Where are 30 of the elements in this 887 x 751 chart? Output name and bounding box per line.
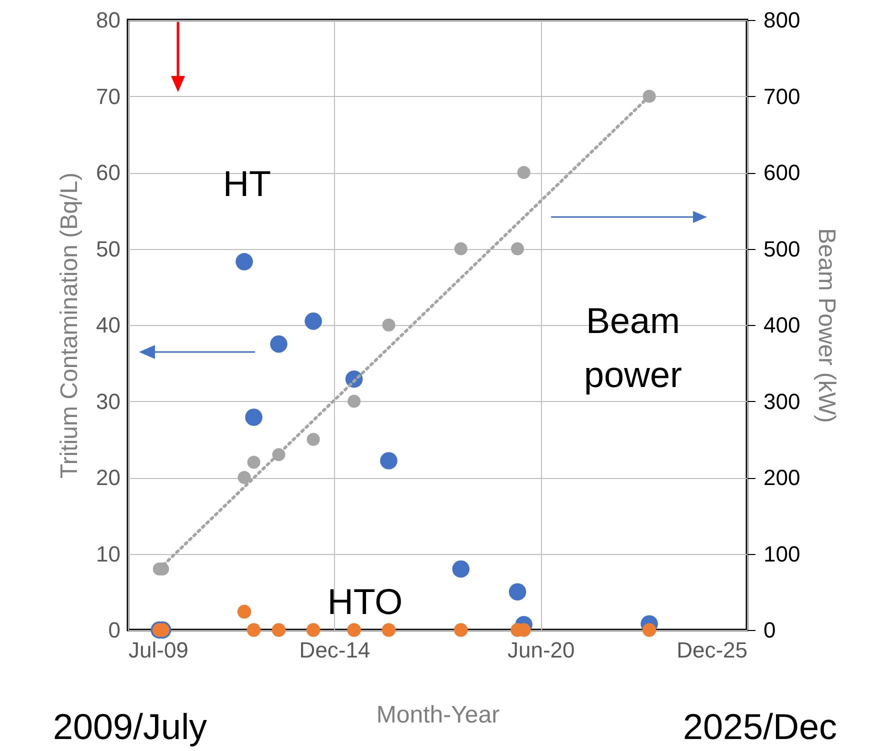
y-tick-label: 70 — [96, 84, 120, 109]
text: 2025/Dec — [682, 706, 838, 747]
y-tick-label: 60 — [96, 160, 120, 185]
x-axis-title: Month-Year — [376, 702, 500, 728]
y-tick-label: 0 — [108, 618, 120, 642]
series-label: HTO — [327, 581, 403, 622]
y2-tick-label: 0 — [764, 618, 776, 642]
y2-tick-label: 300 — [764, 388, 800, 414]
y2-tick-label: 400 — [764, 312, 800, 338]
y2-tick-label: 200 — [764, 465, 800, 490]
x-tick-label: Jun-20 — [507, 638, 575, 662]
x-tick-label: Dec-25 — [676, 638, 748, 662]
text: Beam power — [584, 300, 682, 395]
x-tick-label: Dec-14 — [299, 638, 370, 662]
y-tick-label: 40 — [96, 312, 120, 338]
text: 2009/July — [52, 706, 208, 747]
x-tick-label: Jul-09 — [128, 638, 188, 662]
y2-tick-label: 700 — [764, 84, 800, 109]
y-tick-label: 20 — [96, 465, 120, 490]
y2-tick-label: 500 — [764, 236, 800, 262]
y2-tick-label: 800 — [764, 8, 800, 32]
y-tick-label: 10 — [96, 541, 120, 566]
series-label: HT — [223, 163, 271, 204]
y2-axis-title: Beam Power (kW) — [813, 228, 840, 423]
y2-tick-label: 100 — [764, 541, 800, 566]
y-tick-label: 80 — [96, 8, 120, 32]
y-tick-label: 50 — [96, 236, 120, 262]
y-axis-title: Tritium Contamination (Bq/L) — [56, 172, 84, 478]
y-tick-label: 30 — [96, 388, 120, 414]
y2-tick-label: 600 — [764, 160, 800, 185]
